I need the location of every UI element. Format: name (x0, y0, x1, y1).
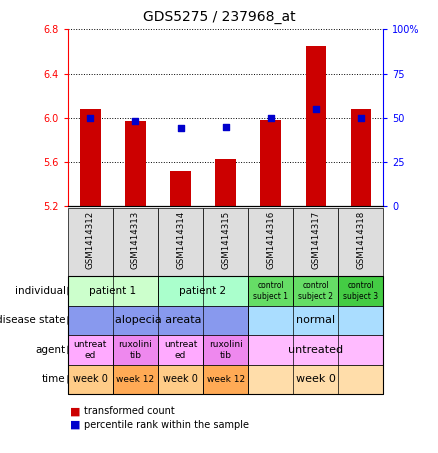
Text: GDS5275 / 237968_at: GDS5275 / 237968_at (143, 10, 295, 24)
Point (222, 123, 229, 130)
Point (177, 125, 184, 132)
Text: week 12: week 12 (206, 375, 245, 384)
Text: control
subject 2: control subject 2 (298, 281, 333, 301)
Polygon shape (67, 287, 76, 295)
Text: agent: agent (35, 345, 66, 355)
Bar (215, 159, 236, 206)
Text: ■: ■ (70, 406, 81, 416)
Text: ruxolini
tib: ruxolini tib (119, 340, 152, 360)
Text: GSM1414312: GSM1414312 (86, 211, 95, 269)
Text: ■: ■ (70, 420, 81, 430)
Point (87, 114, 94, 121)
Text: ruxolini
tib: ruxolini tib (208, 340, 243, 360)
Text: individual: individual (15, 286, 66, 296)
Text: GSM1414315: GSM1414315 (221, 211, 230, 269)
Text: week 0: week 0 (163, 374, 198, 385)
Text: GSM1414313: GSM1414313 (131, 211, 140, 269)
Polygon shape (67, 317, 76, 324)
Bar (261, 120, 281, 206)
Text: control
subject 3: control subject 3 (343, 281, 378, 301)
Text: untreated: untreated (288, 345, 343, 355)
Text: GSM1414316: GSM1414316 (266, 211, 275, 269)
Text: time: time (42, 374, 66, 385)
Text: untreat
ed: untreat ed (74, 340, 107, 360)
Point (357, 114, 364, 121)
Text: patient 2: patient 2 (180, 286, 226, 296)
Bar (170, 171, 191, 206)
Text: patient 1: patient 1 (89, 286, 137, 296)
Text: GSM1414318: GSM1414318 (356, 211, 365, 269)
Point (132, 118, 139, 125)
Polygon shape (67, 376, 76, 383)
Text: control
subject 1: control subject 1 (253, 281, 288, 301)
Bar (125, 121, 145, 206)
Text: week 0: week 0 (73, 374, 108, 385)
Polygon shape (67, 346, 76, 354)
Text: untreat
ed: untreat ed (164, 340, 197, 360)
Text: GSM1414317: GSM1414317 (311, 211, 320, 269)
Text: percentile rank within the sample: percentile rank within the sample (84, 420, 249, 430)
Bar (80, 109, 101, 206)
Text: transformed count: transformed count (84, 406, 175, 416)
Text: disease state: disease state (0, 315, 66, 326)
Text: alopecia areata: alopecia areata (115, 315, 201, 326)
Bar (350, 109, 371, 206)
Text: GSM1414314: GSM1414314 (176, 211, 185, 269)
Point (267, 114, 274, 121)
Text: week 12: week 12 (117, 375, 155, 384)
Bar (306, 46, 326, 206)
Point (312, 106, 319, 113)
Text: week 0: week 0 (296, 374, 336, 385)
Text: normal: normal (296, 315, 335, 326)
